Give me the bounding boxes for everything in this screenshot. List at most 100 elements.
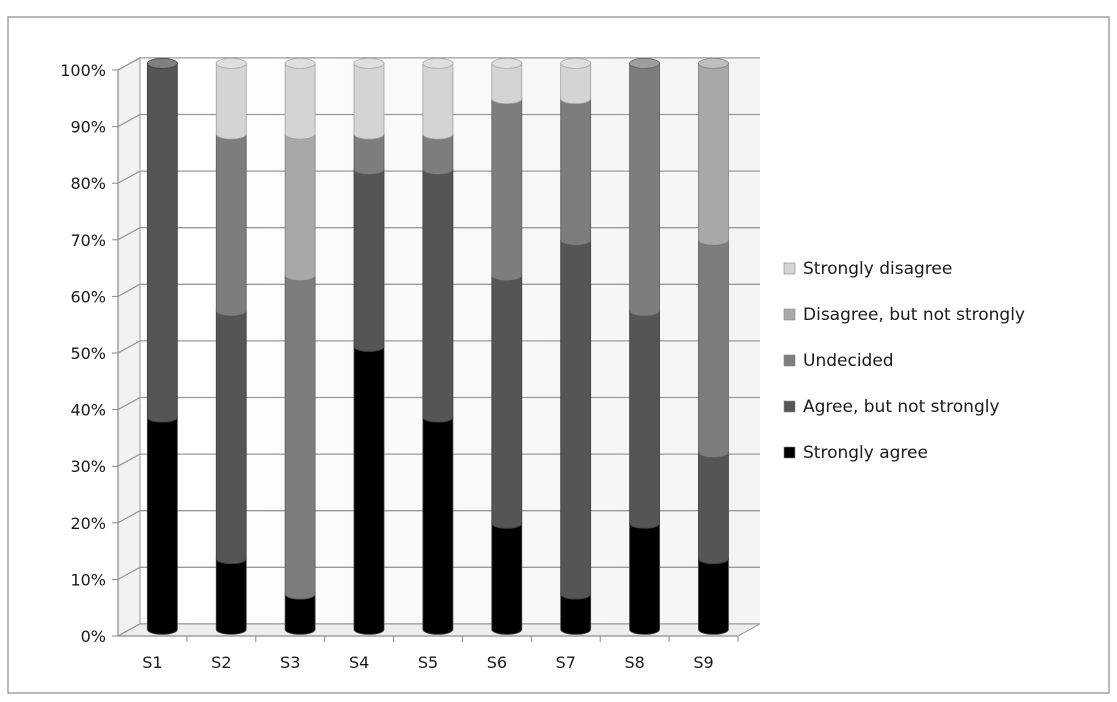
gridline <box>117 170 760 184</box>
gridline <box>117 57 760 71</box>
bar-segment <box>146 58 178 423</box>
bar-segment-body <box>560 63 592 105</box>
y-tick-label: 40% <box>70 401 106 420</box>
bar-segment <box>215 58 247 140</box>
bar-segment <box>698 234 729 458</box>
bar-segment <box>422 411 454 635</box>
legend-swatch <box>783 262 796 275</box>
bar-segment-body <box>353 169 385 352</box>
bar-segment <box>698 58 729 246</box>
y-tick-label: 0% <box>81 627 106 646</box>
bar-segment <box>422 58 454 140</box>
bar-segment-body <box>353 346 385 635</box>
bar-segment-body <box>698 452 729 565</box>
y-tick-label: 80% <box>70 174 106 193</box>
gridline <box>117 340 760 354</box>
x-tick-label: S1 <box>142 653 162 672</box>
bar-segment-body <box>146 63 178 423</box>
bar-segment-cap <box>491 58 523 69</box>
bar-segment-body <box>629 310 660 529</box>
bar-segment-body <box>560 239 592 600</box>
y-tick-label: 20% <box>70 514 106 533</box>
bar-segment-body <box>629 63 660 317</box>
bar-segment-body <box>491 522 523 635</box>
legend-swatch <box>783 446 796 459</box>
x-tick-label: S6 <box>487 653 507 672</box>
legend-swatch <box>783 400 796 413</box>
bar-segment-body <box>560 98 592 246</box>
bar-segment <box>146 411 178 635</box>
legend-swatch <box>783 354 796 367</box>
x-tick-label: S5 <box>418 653 438 672</box>
bar-segment-body <box>215 310 247 565</box>
bar-segment <box>422 164 454 423</box>
bar-segment-cap <box>698 58 729 69</box>
bar-segment <box>698 447 729 565</box>
bar-segment-cap <box>629 58 660 69</box>
bar-segment-body <box>146 416 178 635</box>
bar-segment-body <box>698 239 729 458</box>
bar-segment <box>560 93 592 246</box>
bar-segment <box>491 58 523 105</box>
bar-segment-body <box>284 63 316 140</box>
bar-segment-body <box>491 275 523 529</box>
y-tick-label: 30% <box>70 457 106 476</box>
y-tick-label: 100% <box>60 61 106 80</box>
bar-segment <box>629 305 660 529</box>
bar-segment <box>491 93 523 282</box>
bar-segment <box>215 305 247 565</box>
gridline <box>117 283 760 297</box>
bar-segment <box>353 164 385 352</box>
y-tick-label: 70% <box>70 231 106 250</box>
x-tick-label: S8 <box>624 653 644 672</box>
gridline <box>117 510 760 524</box>
bar-segment-body <box>560 593 592 635</box>
bar-segment-body <box>422 133 454 175</box>
chart-border <box>7 16 1110 694</box>
legend-label: Strongly disagree <box>803 259 952 279</box>
legend-entry: Strongly agree <box>783 443 928 463</box>
bar-segment <box>629 517 660 635</box>
bar-segment <box>284 128 316 282</box>
bar-segment <box>698 553 729 635</box>
bar-segment <box>215 553 247 635</box>
bar-segment-body <box>353 63 385 140</box>
bar-segment <box>560 58 592 105</box>
bar-segment-body <box>422 169 454 423</box>
bar-segment-cap <box>422 58 454 69</box>
x-tick-label: S4 <box>349 653 369 672</box>
bar-segment <box>284 270 316 600</box>
bar-segment-cap <box>353 58 385 69</box>
x-tick-label: S9 <box>693 653 713 672</box>
bar-segment-body <box>353 133 385 175</box>
bar-segment <box>560 234 592 600</box>
bar-segment-body <box>284 593 316 635</box>
y-tick-label: 50% <box>70 344 106 363</box>
y-tick-label: 60% <box>70 287 106 306</box>
bar-segment <box>284 58 316 140</box>
legend-entry: Strongly disagree <box>783 259 952 279</box>
legend-swatch <box>783 308 796 321</box>
bar-segment-body <box>491 63 523 105</box>
bar-segment-body <box>215 133 247 317</box>
bar-segment-cap <box>215 58 247 69</box>
y-tick-label: 10% <box>70 570 106 589</box>
bar-segment <box>491 517 523 635</box>
bar-segment-body <box>284 275 316 600</box>
bar-segment-cap <box>146 58 178 69</box>
bar-segment-body <box>422 63 454 140</box>
legend-label: Strongly agree <box>803 443 928 463</box>
bar-segment <box>629 58 660 317</box>
bar-segment <box>215 128 247 317</box>
bar-segment-body <box>629 522 660 635</box>
bar-segment-cap <box>560 58 592 69</box>
bar-segment-cap <box>284 58 316 69</box>
gridline <box>117 227 760 241</box>
gridline <box>117 113 760 128</box>
y-tick-label: 90% <box>70 118 106 137</box>
x-tick-label: S7 <box>556 653 576 672</box>
legend-label: Disagree, but not strongly <box>803 305 1025 325</box>
bar-segment <box>353 340 385 635</box>
